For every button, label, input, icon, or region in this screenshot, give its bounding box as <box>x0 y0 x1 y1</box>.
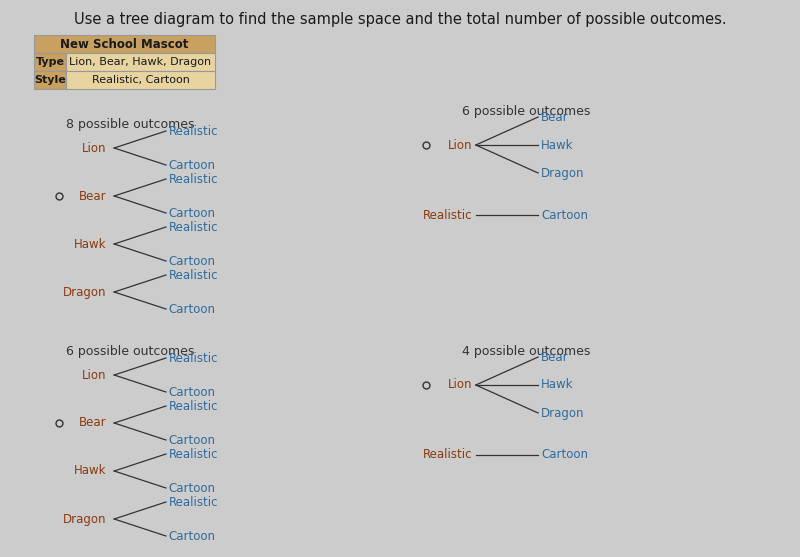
Text: Bear: Bear <box>541 350 569 364</box>
Text: Realistic: Realistic <box>422 208 472 222</box>
Text: 6 possible outcomes: 6 possible outcomes <box>66 345 194 358</box>
Text: Cartoon: Cartoon <box>169 207 216 219</box>
Text: Bear: Bear <box>79 189 106 203</box>
Text: Cartoon: Cartoon <box>169 530 216 543</box>
Text: Dragon: Dragon <box>63 286 106 299</box>
Text: Cartoon: Cartoon <box>169 159 216 172</box>
Text: Cartoon: Cartoon <box>169 385 216 398</box>
Text: Realistic: Realistic <box>169 125 218 138</box>
Text: Hawk: Hawk <box>74 465 106 477</box>
Text: Cartoon: Cartoon <box>541 448 588 462</box>
Text: Lion: Lion <box>447 139 472 152</box>
Text: Lion: Lion <box>447 379 472 392</box>
Text: 4 possible outcomes: 4 possible outcomes <box>462 345 590 358</box>
Text: Realistic: Realistic <box>169 221 218 233</box>
Text: Realistic: Realistic <box>169 173 218 185</box>
Text: Bear: Bear <box>79 417 106 429</box>
Text: Realistic: Realistic <box>169 399 218 413</box>
Text: 6 possible outcomes: 6 possible outcomes <box>462 105 590 118</box>
Text: Cartoon: Cartoon <box>169 255 216 267</box>
Text: Realistic, Cartoon: Realistic, Cartoon <box>91 75 190 85</box>
Text: Realistic: Realistic <box>169 351 218 364</box>
Text: Dragon: Dragon <box>541 167 585 179</box>
Text: Use a tree diagram to find the sample space and the total number of possible out: Use a tree diagram to find the sample sp… <box>74 12 726 27</box>
Text: Hawk: Hawk <box>541 139 574 152</box>
Text: Cartoon: Cartoon <box>169 302 216 315</box>
Text: Realistic: Realistic <box>169 447 218 461</box>
Text: Bear: Bear <box>541 110 569 124</box>
Text: Realistic: Realistic <box>169 496 218 509</box>
Text: Hawk: Hawk <box>74 237 106 251</box>
Text: Realistic: Realistic <box>422 448 472 462</box>
Text: Cartoon: Cartoon <box>169 481 216 495</box>
FancyBboxPatch shape <box>66 53 215 71</box>
FancyBboxPatch shape <box>66 71 215 89</box>
FancyBboxPatch shape <box>34 35 215 53</box>
Text: Lion: Lion <box>82 369 106 382</box>
Text: Cartoon: Cartoon <box>541 208 588 222</box>
Text: Style: Style <box>34 75 66 85</box>
Text: Type: Type <box>35 57 64 67</box>
Text: Hawk: Hawk <box>541 379 574 392</box>
FancyBboxPatch shape <box>34 71 66 89</box>
Text: Lion, Bear, Hawk, Dragon: Lion, Bear, Hawk, Dragon <box>70 57 211 67</box>
Text: Realistic: Realistic <box>169 268 218 281</box>
Text: Cartoon: Cartoon <box>169 433 216 447</box>
FancyBboxPatch shape <box>34 53 66 71</box>
Text: 8 possible outcomes: 8 possible outcomes <box>66 118 194 131</box>
Text: Lion: Lion <box>82 141 106 154</box>
Text: Dragon: Dragon <box>63 512 106 525</box>
Text: Dragon: Dragon <box>541 407 585 419</box>
Text: New School Mascot: New School Mascot <box>60 37 189 51</box>
